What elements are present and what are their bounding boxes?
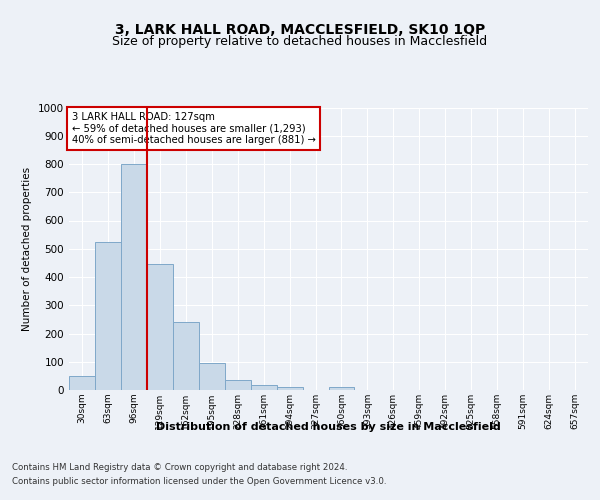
Bar bbox=[95, 242, 121, 390]
Bar bbox=[147, 264, 173, 390]
Text: Contains HM Land Registry data © Crown copyright and database right 2024.: Contains HM Land Registry data © Crown c… bbox=[12, 462, 347, 471]
Bar bbox=[225, 380, 251, 390]
Bar bbox=[121, 164, 147, 390]
Y-axis label: Number of detached properties: Number of detached properties bbox=[22, 166, 32, 331]
Text: 3, LARK HALL ROAD, MACCLESFIELD, SK10 1QP: 3, LARK HALL ROAD, MACCLESFIELD, SK10 1Q… bbox=[115, 22, 485, 36]
Bar bbox=[199, 362, 224, 390]
Bar bbox=[251, 385, 277, 390]
Text: Contains public sector information licensed under the Open Government Licence v3: Contains public sector information licen… bbox=[12, 478, 386, 486]
Bar bbox=[69, 376, 95, 390]
Text: 3 LARK HALL ROAD: 127sqm
← 59% of detached houses are smaller (1,293)
40% of sem: 3 LARK HALL ROAD: 127sqm ← 59% of detach… bbox=[71, 112, 316, 145]
Bar bbox=[173, 322, 199, 390]
Text: Size of property relative to detached houses in Macclesfield: Size of property relative to detached ho… bbox=[112, 35, 488, 48]
Bar bbox=[329, 387, 355, 390]
Text: Distribution of detached houses by size in Macclesfield: Distribution of detached houses by size … bbox=[157, 422, 501, 432]
Bar bbox=[277, 387, 302, 390]
